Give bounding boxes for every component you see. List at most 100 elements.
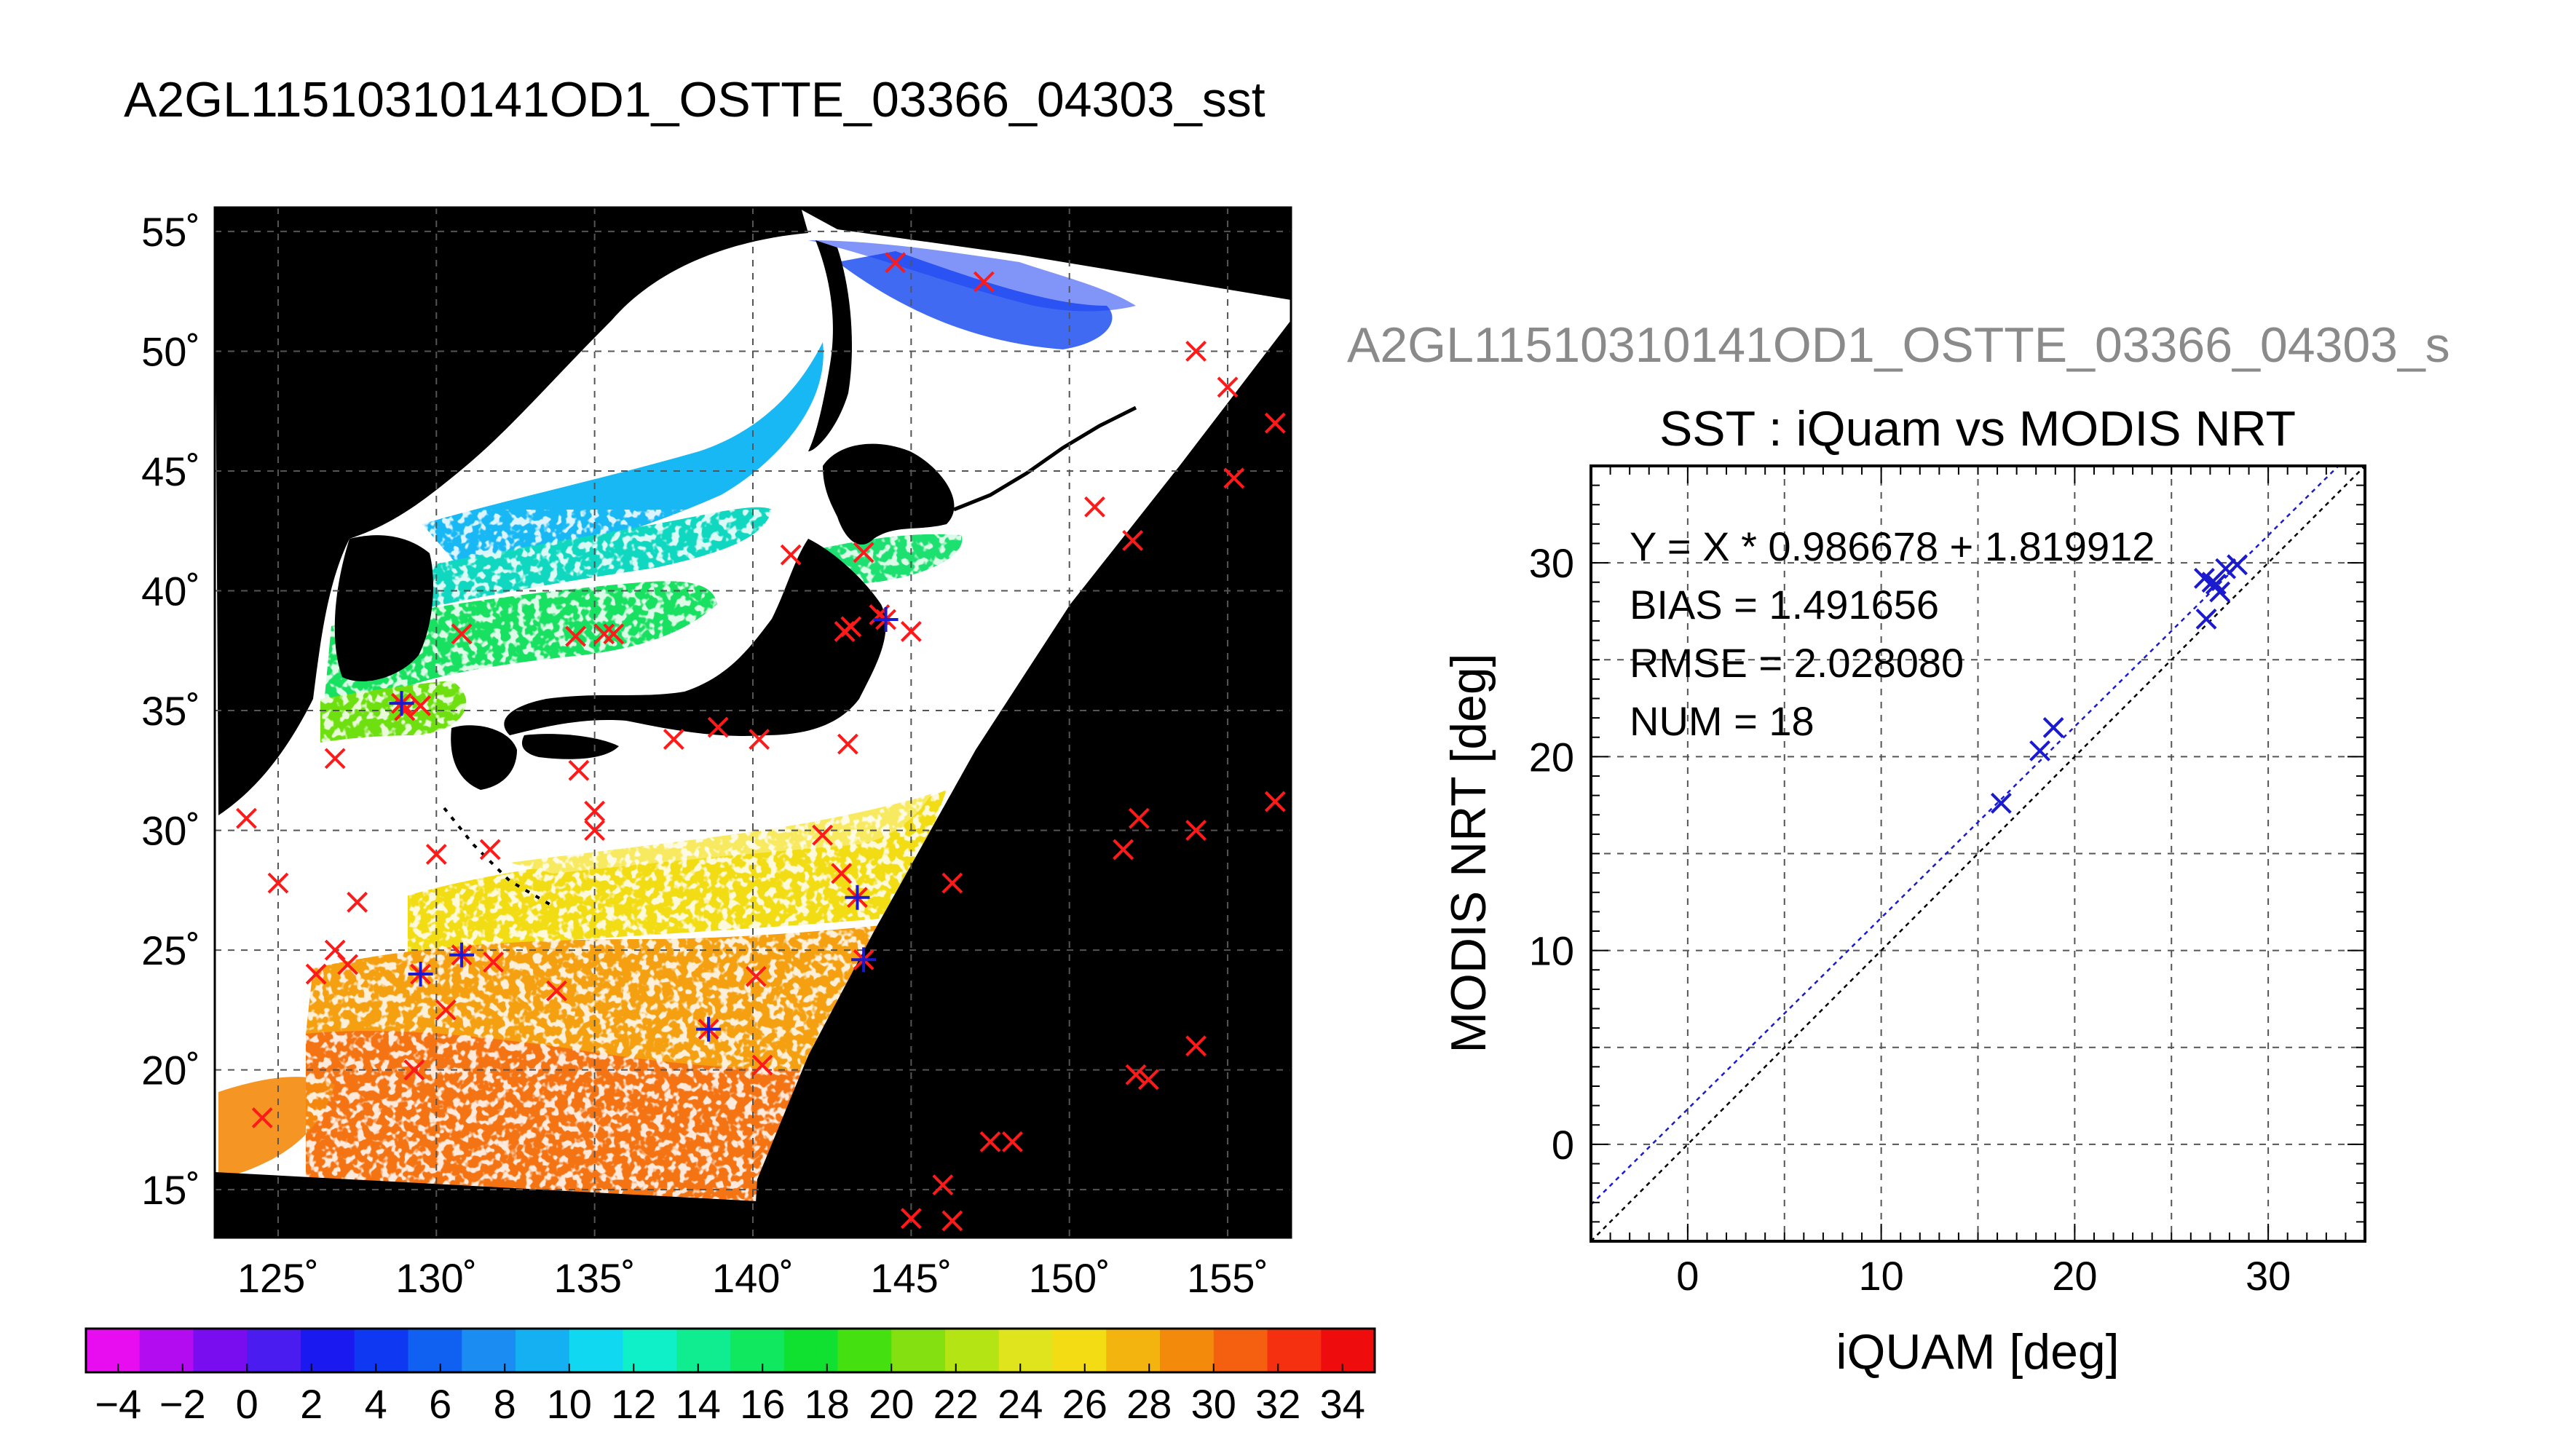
scatter-xlabel: iQUAM [deg] bbox=[1836, 1324, 2119, 1380]
colorbar-cell bbox=[1267, 1329, 1322, 1372]
colorbar-cell bbox=[676, 1329, 731, 1372]
scatter-lines bbox=[1591, 466, 2365, 1241]
scatter-y-tick-label: 10 bbox=[1529, 928, 1574, 974]
colorbar-cell bbox=[1321, 1329, 1375, 1372]
land-korea bbox=[334, 535, 433, 681]
stat-bias: BIAS = 1.491656 bbox=[1630, 582, 1939, 628]
land-shikoku bbox=[521, 734, 619, 759]
scatter-x-tick-label: 20 bbox=[2052, 1253, 2097, 1299]
colorbar-cell bbox=[730, 1329, 785, 1372]
land-ryukyu-islands bbox=[443, 807, 555, 908]
colorbar-label: 14 bbox=[676, 1381, 721, 1427]
map-match-x bbox=[565, 625, 586, 647]
scatter-points bbox=[1990, 554, 2248, 814]
colorbar-label: 2 bbox=[300, 1381, 323, 1427]
stat-fit-equation: Y = X * 0.986678 + 1.819912 bbox=[1630, 523, 2155, 569]
colorbar-cell bbox=[516, 1329, 570, 1372]
scatter-point bbox=[2195, 608, 2217, 630]
scatter-y-tick-label: 0 bbox=[1552, 1122, 1574, 1168]
map-match-x bbox=[584, 820, 606, 841]
land-hokkaido bbox=[823, 443, 955, 545]
map-lon-tick-label: 135˚ bbox=[554, 1255, 636, 1301]
map-match-x bbox=[1264, 791, 1286, 812]
map-match-x bbox=[324, 748, 346, 769]
colorbar-cell bbox=[354, 1329, 408, 1372]
colorbar-label: 4 bbox=[365, 1381, 387, 1427]
map-lat-tick-label: 40˚ bbox=[141, 569, 200, 614]
colorbar-label: 0 bbox=[236, 1381, 258, 1427]
colorbar-cell bbox=[837, 1329, 892, 1372]
map-match-x bbox=[900, 1208, 922, 1230]
map-match-x bbox=[483, 951, 504, 973]
colorbar-label: 24 bbox=[998, 1381, 1043, 1427]
colorbar-cell bbox=[1106, 1329, 1161, 1372]
colorbar-label: 10 bbox=[547, 1381, 592, 1427]
scatter-y-tick-label: 30 bbox=[1529, 540, 1574, 586]
sst-okhotsk bbox=[837, 251, 1113, 349]
map-lat-tick-label: 55˚ bbox=[141, 209, 200, 255]
map-match-x bbox=[941, 1210, 963, 1232]
map-lat-tick-label: 20˚ bbox=[141, 1048, 200, 1093]
map-match-x bbox=[425, 844, 447, 865]
colorbar-label: 18 bbox=[805, 1381, 850, 1427]
colorbar-label: 12 bbox=[611, 1381, 656, 1427]
scatter-y-tick-label: 20 bbox=[1529, 734, 1574, 780]
map-lat-tick-labels: 55˚ 50˚ 45˚ 40˚ 35˚ 30˚ 25˚ 20˚ 15˚ bbox=[141, 209, 200, 1213]
map-match-x bbox=[885, 252, 907, 274]
colorbar-cell bbox=[1213, 1329, 1268, 1372]
colorbar-cell bbox=[783, 1329, 838, 1372]
scatter-title: SST : iQuam vs MODIS NRT bbox=[1659, 401, 2296, 456]
scatter-point bbox=[1990, 792, 2012, 814]
swath-east-edge bbox=[754, 320, 1291, 1238]
scatter-panel: A2GL11510310141OD1_OSTTE_03366_04303_s S… bbox=[1347, 317, 2450, 1380]
map-lon-tick-labels: 125˚ 130˚ 135˚ 140˚ 145˚ 150˚ 155˚ bbox=[237, 1255, 1268, 1301]
map-match-x bbox=[410, 695, 431, 716]
colorbar-cells bbox=[86, 1329, 1375, 1372]
scatter-point bbox=[2227, 554, 2248, 576]
map-lat-tick-label: 15˚ bbox=[141, 1167, 200, 1213]
map-match-x bbox=[236, 807, 257, 829]
colorbar-label: 28 bbox=[1126, 1381, 1172, 1427]
colorbar-cell bbox=[891, 1329, 946, 1372]
map-match-x bbox=[1002, 1131, 1023, 1152]
colorbar-cell bbox=[247, 1329, 301, 1372]
colorbar-cell bbox=[462, 1329, 516, 1372]
colorbar-cell bbox=[623, 1329, 677, 1372]
map-match-x bbox=[267, 872, 289, 894]
map-lon-tick-label: 150˚ bbox=[1029, 1255, 1110, 1301]
land-kyushu bbox=[451, 725, 517, 790]
stat-num: NUM = 18 bbox=[1630, 698, 1814, 744]
colorbar-label: 8 bbox=[494, 1381, 516, 1427]
map-match-x bbox=[973, 271, 995, 293]
colorbar-label: 32 bbox=[1255, 1381, 1300, 1427]
scatter-ticks bbox=[1590, 465, 2366, 1242]
map-match-x bbox=[1217, 376, 1239, 398]
map-match-x bbox=[1264, 412, 1286, 434]
scatter-point bbox=[2029, 740, 2050, 761]
map-match-x bbox=[831, 863, 853, 885]
map-match-x bbox=[900, 621, 922, 642]
map-match-x bbox=[853, 542, 874, 563]
colorbar-cell bbox=[945, 1329, 1000, 1372]
map-match-x bbox=[403, 1059, 425, 1081]
map-matchup-star bbox=[873, 607, 899, 632]
map-title: A2GL11510310141OD1_OSTTE_03366_04303_sst bbox=[124, 72, 1265, 127]
map-match-x bbox=[780, 544, 802, 566]
scatter-x-tick-label: 0 bbox=[1676, 1253, 1699, 1299]
map-lon-tick-label: 145˚ bbox=[870, 1255, 952, 1301]
map-match-x bbox=[932, 1174, 954, 1196]
map-matchup-star bbox=[845, 885, 870, 910]
colorbar-label: 22 bbox=[933, 1381, 979, 1427]
map-match-x bbox=[1113, 839, 1134, 860]
colorbar-label: 20 bbox=[869, 1381, 914, 1427]
colorbar-cell bbox=[408, 1329, 462, 1372]
map-match-markers bbox=[236, 252, 1286, 1232]
map-match-x bbox=[1185, 820, 1207, 841]
scatter-stats: Y = X * 0.986678 + 1.819912 BIAS = 1.491… bbox=[1630, 523, 2155, 744]
land-kuril-islands bbox=[953, 405, 1137, 512]
colorbar-label: 6 bbox=[429, 1381, 451, 1427]
map-match-x bbox=[593, 623, 615, 645]
colorbar-label: 30 bbox=[1191, 1381, 1236, 1427]
map-match-x bbox=[1128, 807, 1150, 829]
colorbar-label: 26 bbox=[1062, 1381, 1107, 1427]
